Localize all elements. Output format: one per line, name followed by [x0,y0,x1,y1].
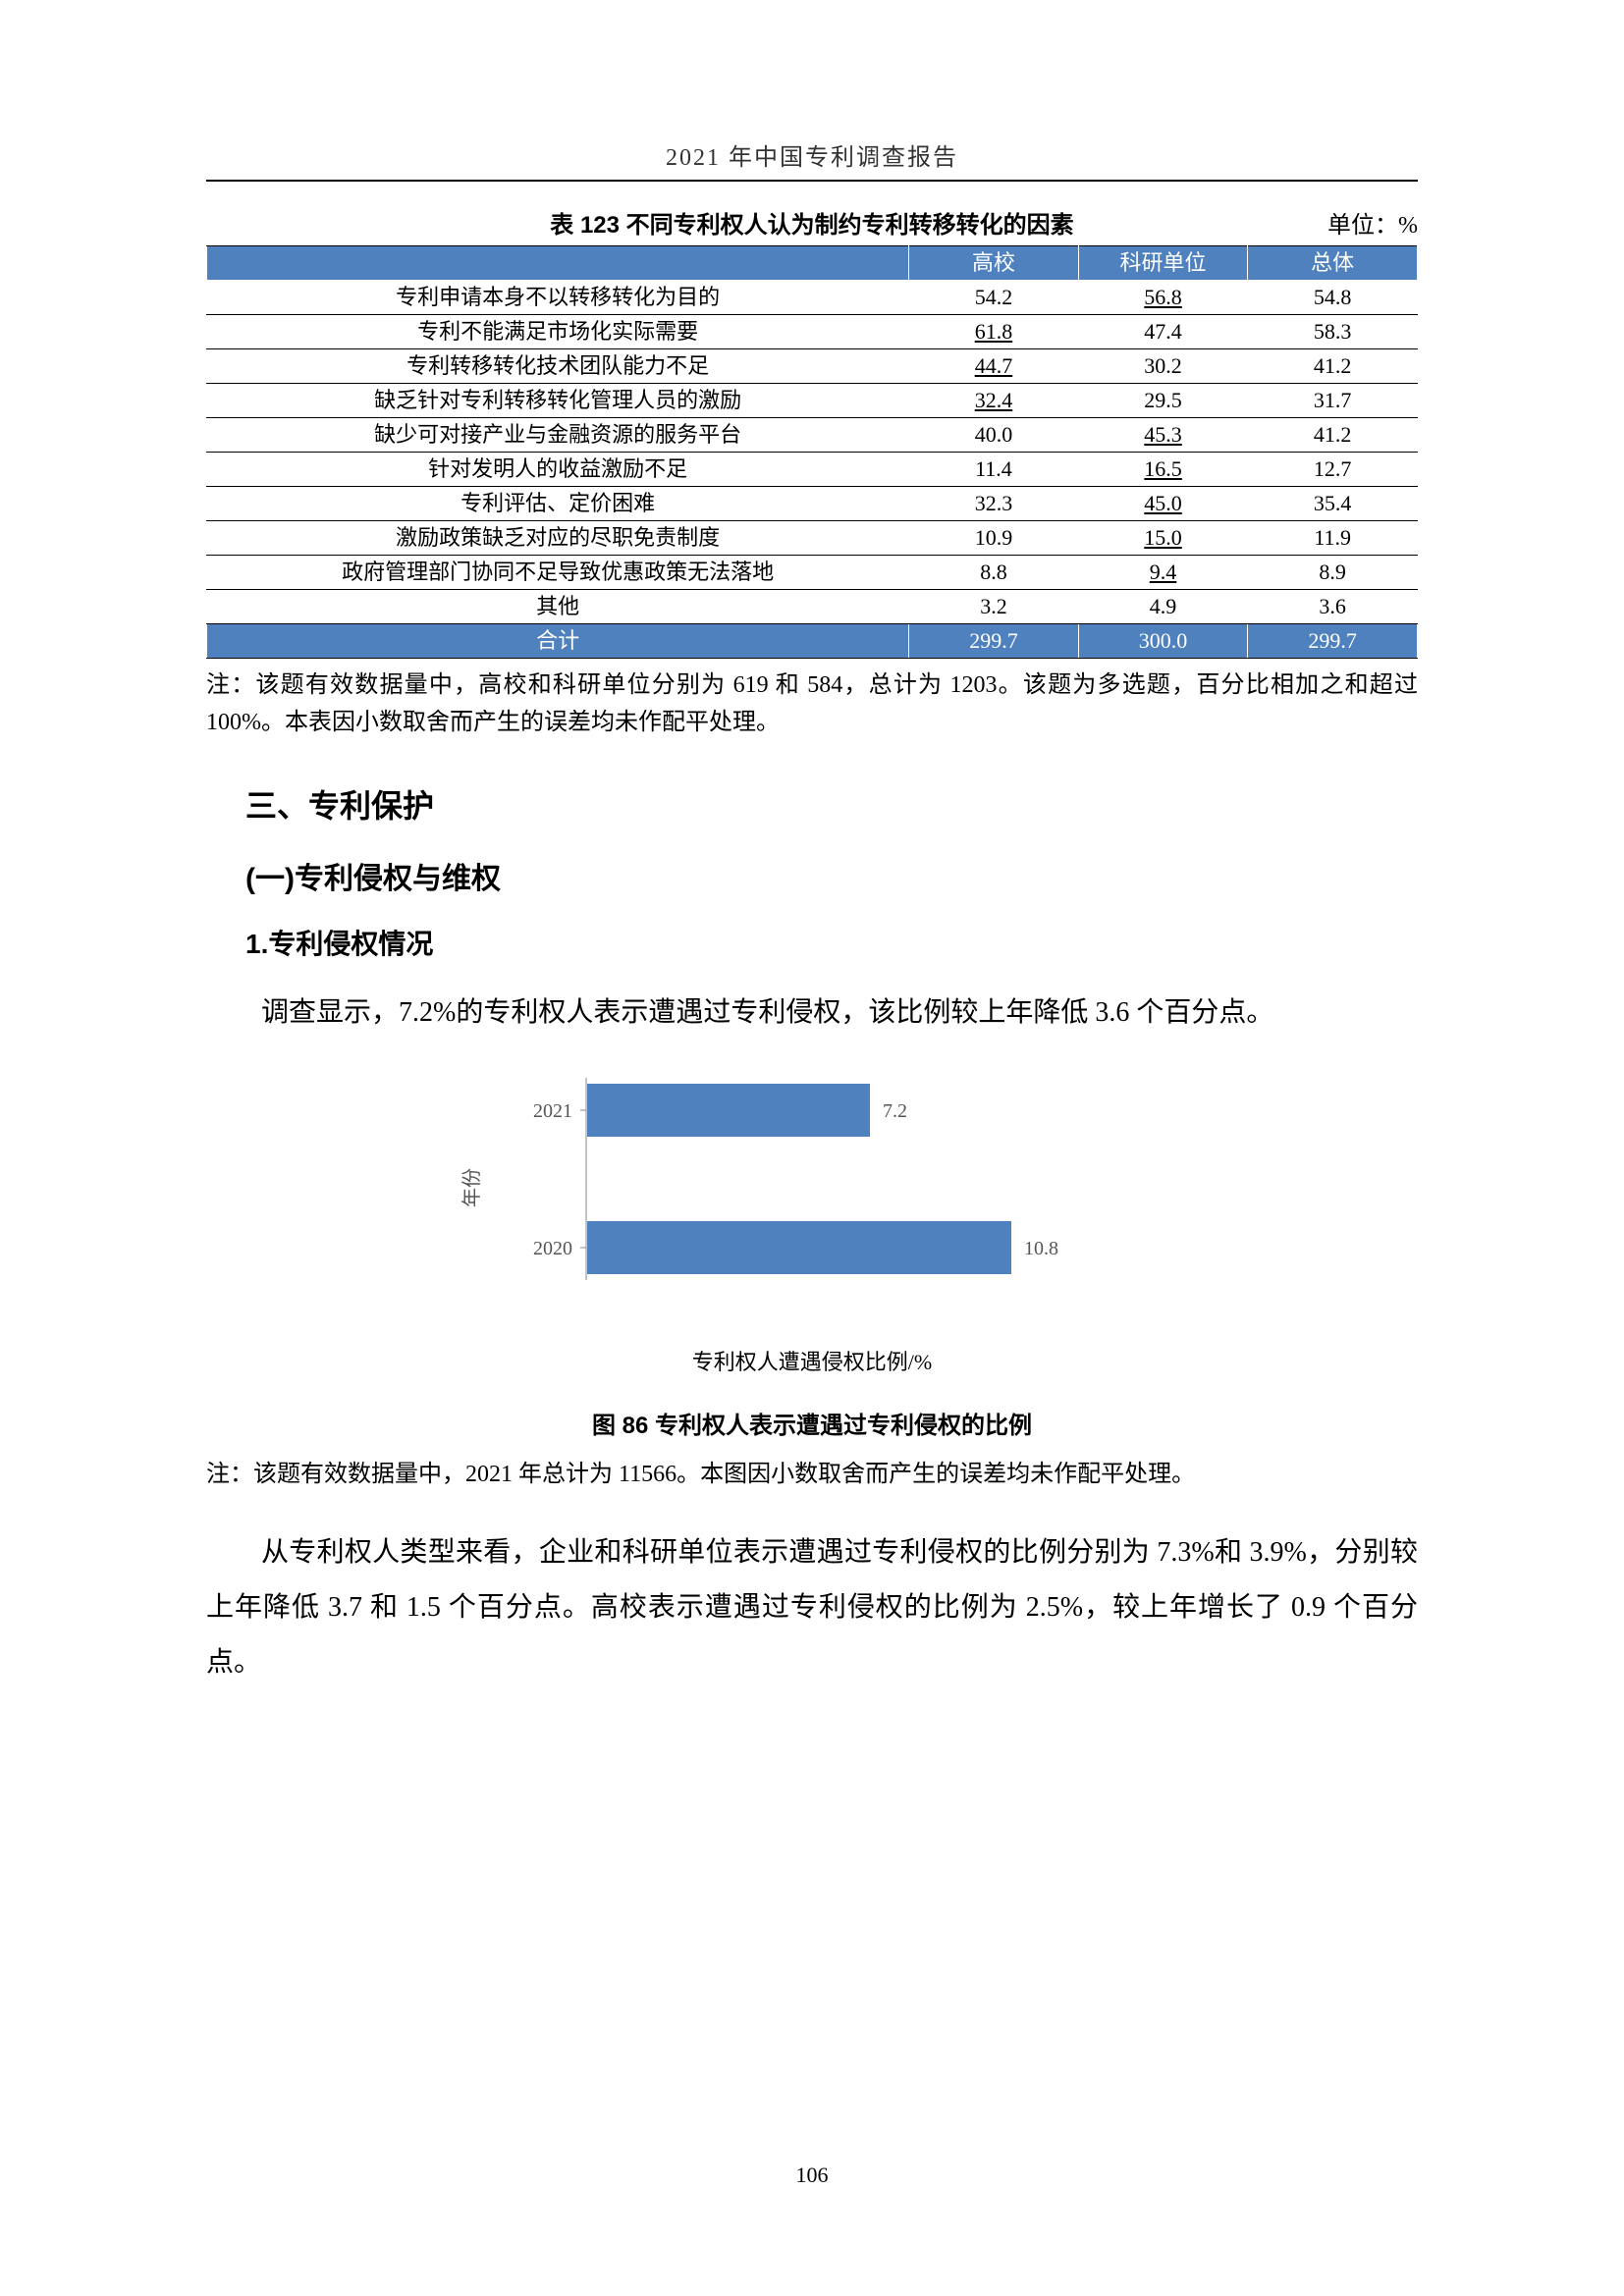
table-row: 专利转移转化技术团队能力不足44.730.241.2 [207,349,1418,384]
table-row: 专利评估、定价困难32.345.035.4 [207,487,1418,521]
row-label: 专利评估、定价困难 [207,487,909,521]
table123-unit: 单位：% [1327,205,1418,240]
row-c1: 8.8 [909,556,1079,590]
row-c1: 11.4 [909,453,1079,487]
row-c2: 47.4 [1078,315,1248,349]
total-label: 合计 [207,624,909,659]
row-c1: 32.4 [909,384,1079,418]
chart86-note: 注：该题有效数据量中，2021 年总计为 11566。本图因小数取舍而产生的误差… [206,1454,1418,1496]
row-c3: 31.7 [1248,384,1418,418]
svg-text:7.2: 7.2 [883,1100,907,1122]
total-c3: 299.7 [1248,624,1418,659]
row-c3: 54.8 [1248,281,1418,315]
row-c1: 32.3 [909,487,1079,521]
table-row: 其他3.24.93.6 [207,590,1418,624]
row-c3: 41.2 [1248,418,1418,453]
table123-note: 注：该题有效数据量中，高校和科研单位分别为 619 和 584，总计为 1203… [206,667,1418,742]
table123-col-2: 科研单位 [1078,246,1248,281]
row-c2: 56.8 [1078,281,1248,315]
row-c2: 15.0 [1078,521,1248,556]
row-label: 专利转移转化技术团队能力不足 [207,349,909,384]
section-h1: 三、专利保护 [206,781,1418,827]
row-c2: 30.2 [1078,349,1248,384]
chart86-caption: 图 86 专利权人表示遭遇过专利侵权的比例 [206,1406,1418,1440]
paragraph-1: 调查显示，7.2%的专利权人表示遭遇过专利侵权，该比例较上年降低 3.6 个百分… [206,986,1418,1041]
table-row: 政府管理部门协同不足导致优惠政策无法落地8.89.48.9 [207,556,1418,590]
page-header-title: 2021 年中国专利调查报告 [206,137,1418,172]
table123-body: 专利申请本身不以转移转化为目的54.256.854.8专利不能满足市场化实际需要… [207,281,1418,659]
row-c2: 4.9 [1078,590,1248,624]
row-c3: 3.6 [1248,590,1418,624]
row-c2: 29.5 [1078,384,1248,418]
total-c2: 300.0 [1078,624,1248,659]
row-c1: 40.0 [909,418,1079,453]
table123-caption: 表 123 不同专利权人认为制约专利转移转化的因素 [550,205,1073,240]
chart86: 年份 2021 7.2 2020 10.8 [429,1064,1195,1339]
row-c3: 41.2 [1248,349,1418,384]
table-row: 针对发明人的收益激励不足11.416.512.7 [207,453,1418,487]
row-c1: 3.2 [909,590,1079,624]
row-c2: 9.4 [1078,556,1248,590]
row-c1: 54.2 [909,281,1079,315]
chart86-svg: 年份 2021 7.2 2020 10.8 [429,1064,1195,1300]
header-rule [206,180,1418,182]
table-row: 缺乏针对专利转移转化管理人员的激励32.429.531.7 [207,384,1418,418]
svg-text:2020: 2020 [533,1238,572,1259]
table-row: 专利申请本身不以转移转化为目的54.256.854.8 [207,281,1418,315]
table123-col-3: 总体 [1248,246,1418,281]
section-h3: 1.专利侵权情况 [206,923,1418,962]
row-c3: 8.9 [1248,556,1418,590]
row-c2: 16.5 [1078,453,1248,487]
svg-text:年份: 年份 [460,1168,483,1207]
row-label: 政府管理部门协同不足导致优惠政策无法落地 [207,556,909,590]
row-c3: 35.4 [1248,487,1418,521]
row-label: 缺少可对接产业与金融资源的服务平台 [207,418,909,453]
paragraph-2: 从专利权人类型来看，企业和科研单位表示遭遇过专利侵权的比例分别为 7.3%和 3… [206,1525,1418,1690]
table123-head: 高校 科研单位 总体 [207,246,1418,281]
row-c1: 44.7 [909,349,1079,384]
row-c3: 58.3 [1248,315,1418,349]
row-c2: 45.0 [1078,487,1248,521]
row-c1: 61.8 [909,315,1079,349]
svg-text:10.8: 10.8 [1024,1238,1058,1259]
row-c3: 12.7 [1248,453,1418,487]
row-c3: 11.9 [1248,521,1418,556]
row-label: 专利申请本身不以转移转化为目的 [207,281,909,315]
row-label: 缺乏针对专利转移转化管理人员的激励 [207,384,909,418]
table123-col-0 [207,246,909,281]
row-c2: 45.3 [1078,418,1248,453]
table123-caption-row: 表 123 不同专利权人认为制约专利转移转化的因素 单位：% [206,205,1418,240]
row-label: 针对发明人的收益激励不足 [207,453,909,487]
chart86-xlabel: 专利权人遭遇侵权比例/% [206,1345,1418,1376]
table-row: 缺少可对接产业与金融资源的服务平台40.045.341.2 [207,418,1418,453]
section-h2: (一)专利侵权与维权 [206,854,1418,897]
table123-col-1: 高校 [909,246,1079,281]
total-c1: 299.7 [909,624,1079,659]
table-row: 激励政策缺乏对应的尽职免责制度10.915.011.9 [207,521,1418,556]
row-label: 其他 [207,590,909,624]
page-number: 106 [0,2163,1624,2188]
table-row: 专利不能满足市场化实际需要61.847.458.3 [207,315,1418,349]
row-label: 激励政策缺乏对应的尽职免责制度 [207,521,909,556]
row-c1: 10.9 [909,521,1079,556]
svg-text:2021: 2021 [533,1100,572,1122]
table-total-row: 合计299.7300.0299.7 [207,624,1418,659]
table123: 高校 科研单位 总体 专利申请本身不以转移转化为目的54.256.854.8专利… [206,245,1418,659]
row-label: 专利不能满足市场化实际需要 [207,315,909,349]
